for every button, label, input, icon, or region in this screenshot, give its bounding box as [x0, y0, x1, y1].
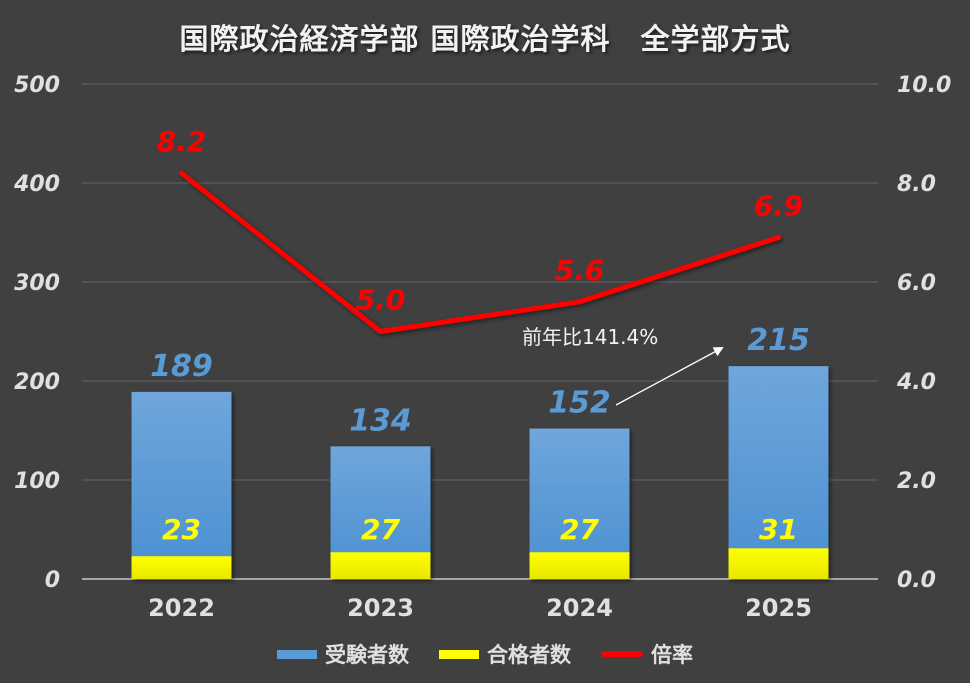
applicants-value-label: 215: [747, 323, 810, 358]
right-axis-tick: 2.0: [897, 469, 936, 494]
bar-passers: [728, 548, 829, 579]
legend: 受験者数 合格者数 倍率: [0, 639, 970, 669]
yoy-arrow-icon: [615, 347, 724, 406]
ratio-value-label: 5.0: [356, 284, 406, 317]
applicants-value-label: 189: [150, 349, 213, 384]
right-axis-tick: 8.0: [897, 172, 936, 197]
passers-value-label: 27: [560, 513, 599, 546]
left-axis-tick: 100: [14, 469, 60, 494]
ratio-polyline: [179, 170, 781, 334]
ratio-value-label: 6.9: [754, 189, 804, 222]
left-axis-tick: 500: [14, 73, 60, 98]
ratio-value-label: 5.6: [555, 254, 605, 287]
left-axis-tick: 0: [45, 568, 60, 593]
bars: 189 23 134 27 152 27 215 31: [131, 323, 829, 579]
right-axis: 0.0 2.0 4.0 6.0 8.0 10.0: [896, 73, 951, 593]
ratio-value-label: 8.2: [157, 125, 207, 158]
chart-title: 国際政治経済学部 国際政治学科 全学部方式: [179, 22, 791, 56]
passers-value-label: 27: [361, 513, 400, 546]
x-axis-tick: 2024: [546, 594, 613, 622]
left-axis-tick: 300: [14, 271, 60, 296]
legend-swatch-applicants: [277, 649, 317, 659]
legend-label-applicants: 受験者数: [325, 643, 409, 667]
x-axis-tick: 2025: [745, 594, 812, 622]
right-axis-tick: 10.0: [897, 73, 951, 98]
legend-item-passers: 合格者数: [439, 639, 571, 669]
right-axis-tick: 4.0: [896, 370, 936, 395]
applicants-value-label: 134: [349, 403, 412, 438]
left-axis-tick: 400: [13, 172, 60, 197]
ratio-line: 8.2 5.0 5.6 6.9: [157, 125, 804, 334]
left-axis-tick: 200: [14, 370, 60, 395]
bar-applicants: [131, 391, 232, 579]
legend-item-applicants: 受験者数: [277, 639, 409, 669]
left-axis: 0 100 200 300 400 500: [13, 73, 60, 593]
legend-item-ratio: 倍率: [601, 639, 693, 669]
legend-label-passers: 合格者数: [487, 643, 571, 667]
x-axis-tick: 2022: [148, 594, 215, 622]
passers-value-label: 31: [759, 513, 798, 546]
legend-swatch-ratio: [601, 651, 643, 657]
bar-passers: [131, 556, 232, 579]
right-axis-tick: 0.0: [897, 568, 936, 593]
annotation: 前年比141.4%: [522, 325, 724, 406]
bar-applicants: [728, 366, 829, 579]
bar-passers: [330, 552, 431, 579]
yoy-annotation-text: 前年比141.4%: [522, 325, 658, 349]
legend-label-ratio: 倍率: [651, 643, 693, 667]
applicants-value-label: 152: [548, 386, 611, 421]
x-axis: 2022 2023 2024 2025: [148, 594, 812, 622]
right-axis-tick: 6.0: [897, 271, 936, 296]
passers-value-label: 23: [162, 513, 201, 546]
legend-swatch-passers: [439, 649, 479, 659]
bar-passers: [529, 552, 630, 579]
x-axis-tick: 2023: [347, 594, 414, 622]
